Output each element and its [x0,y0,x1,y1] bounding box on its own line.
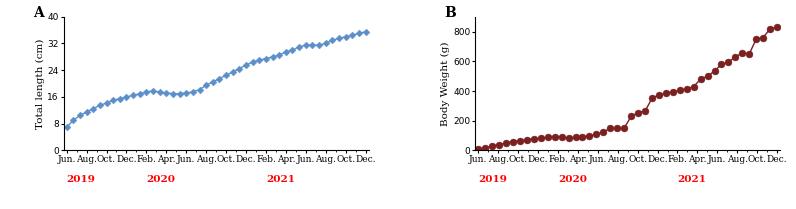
Text: 2019: 2019 [478,176,507,185]
Text: A: A [33,6,44,20]
Y-axis label: Body Weight (g): Body Weight (g) [441,41,451,126]
Text: 2020: 2020 [146,176,175,185]
Y-axis label: Total length (cm): Total length (cm) [35,38,45,129]
Text: 2021: 2021 [677,176,707,185]
Text: 2020: 2020 [558,176,587,185]
Text: B: B [445,6,456,20]
Text: 2021: 2021 [266,176,295,185]
Text: 2019: 2019 [67,176,96,185]
